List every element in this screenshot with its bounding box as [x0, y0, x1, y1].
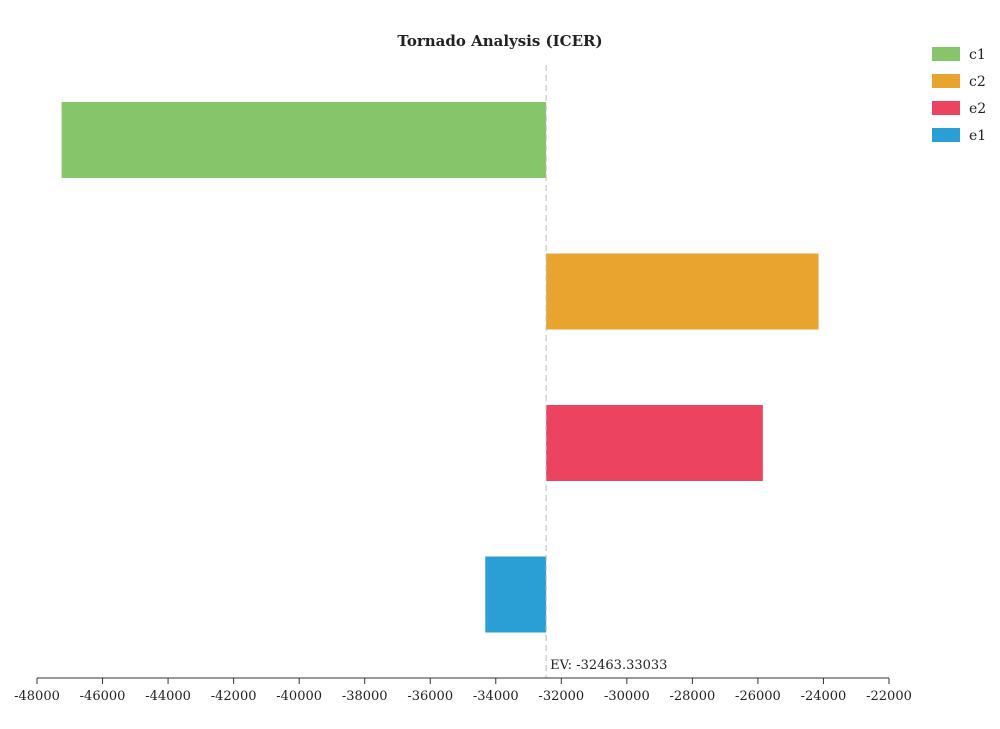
- legend-swatch-e2: [932, 101, 960, 115]
- x-tick-label: -24000: [801, 689, 847, 704]
- x-tick-label: -32000: [538, 689, 584, 704]
- bar-e1: [485, 556, 547, 633]
- bar-c1: [61, 102, 547, 178]
- x-axis-ticks: -48000 -46000 -44000 -42000 -40000 -38000 -360…: [14, 678, 912, 704]
- legend: c1 c2 e2 e1: [932, 47, 986, 144]
- x-tick-label: -28000: [670, 689, 716, 704]
- bars-group: [61, 102, 819, 633]
- legend-label-e2: e2: [969, 101, 986, 117]
- ev-label: EV: -32463.33033: [550, 658, 667, 673]
- x-tick-label: -30000: [604, 689, 650, 704]
- x-tick-label: -26000: [735, 689, 781, 704]
- x-tick-label: -34000: [473, 689, 519, 704]
- x-tick-label: -42000: [211, 689, 257, 704]
- x-tick-label: -46000: [80, 689, 126, 704]
- legend-label-c2: c2: [969, 74, 986, 90]
- chart-title: Tornado Analysis (ICER): [397, 32, 602, 50]
- legend-label-e1: e1: [969, 128, 986, 144]
- legend-label-c1: c1: [969, 47, 986, 63]
- legend-swatch-c1: [932, 47, 960, 61]
- legend-swatch-e1: [932, 128, 960, 142]
- x-tick-label: -22000: [866, 689, 912, 704]
- x-tick-label: -38000: [342, 689, 388, 704]
- x-tick-label: -40000: [276, 689, 322, 704]
- x-tick-label: -44000: [145, 689, 191, 704]
- bar-e2: [546, 405, 763, 481]
- bar-c2: [546, 253, 819, 330]
- x-tick-label: -48000: [14, 689, 60, 704]
- x-tick-label: -36000: [407, 689, 453, 704]
- legend-swatch-c2: [932, 74, 960, 88]
